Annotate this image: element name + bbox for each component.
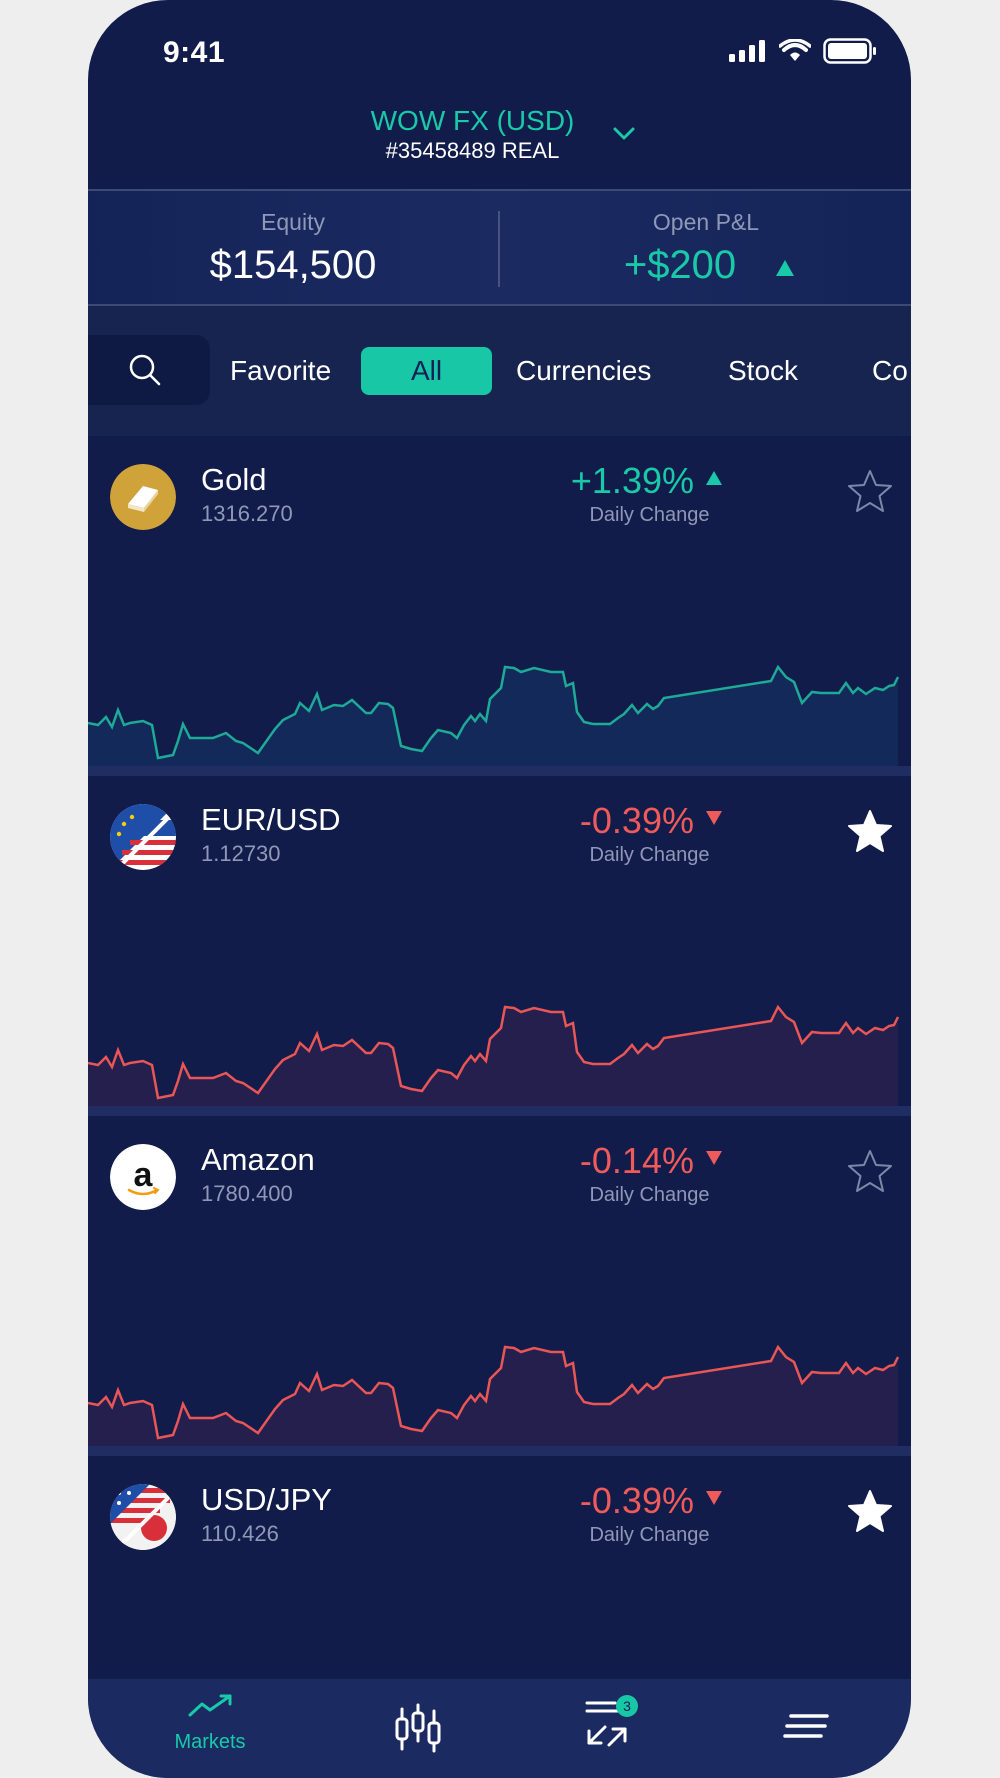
tab-currencies[interactable]: Currencies — [516, 355, 652, 386]
status-time: 9:41 — [163, 36, 226, 69]
tab-favorite[interactable]: Favorite — [230, 355, 332, 386]
nav-positions[interactable]: 3 — [578, 1679, 648, 1778]
asset-name: Amazon — [201, 1142, 315, 1177]
price-sparkline — [88, 1004, 900, 1106]
summary-divider — [498, 211, 500, 287]
triangle-down-icon — [706, 1151, 722, 1165]
nav-markets[interactable]: Markets — [160, 1679, 260, 1778]
search-icon — [129, 354, 161, 386]
card-separator — [88, 1106, 911, 1116]
gold-bar-icon — [110, 464, 176, 530]
daily-change-value: +1.39% — [570, 460, 694, 501]
tab-stock[interactable]: Stock — [728, 355, 799, 386]
account-id: #35458489 REAL — [385, 138, 560, 163]
asset-name: Gold — [201, 462, 267, 497]
market-card-gold[interactable]: Gold 1316.270 +1.39% Daily Change — [88, 436, 911, 766]
star-outline-icon[interactable] — [846, 1148, 894, 1196]
asset-price: 1780.400 — [201, 1181, 293, 1206]
battery-icon — [823, 38, 876, 64]
daily-change-value: -0.39% — [579, 1480, 694, 1521]
asset-name: EUR/USD — [201, 802, 341, 837]
filter-bar: Favorite All Currencies Stock Co — [88, 306, 911, 436]
asset-price: 110.426 — [201, 1521, 279, 1546]
market-card-usdjpy[interactable]: USD/JPY 110.426 -0.39% Daily Change — [88, 1456, 911, 1679]
tab-all[interactable]: All — [361, 347, 492, 395]
svg-text:a: a — [134, 1156, 154, 1194]
market-list: Gold 1316.270 +1.39% Daily Change — [88, 436, 911, 1679]
account-summary: Equity $154,500 Open P&L +$200 — [88, 189, 911, 306]
star-outline-icon[interactable] — [846, 468, 894, 516]
market-card-amazon[interactable]: a Amazon 1780.400 -0.14% Daily Change — [88, 1116, 911, 1446]
status-bar: 9:41 — [88, 0, 911, 95]
tab-commodities[interactable]: Co — [872, 355, 908, 386]
nav-charts[interactable] — [388, 1679, 448, 1778]
search-button[interactable] — [88, 335, 210, 405]
account-name: WOW FX (USD) — [370, 105, 575, 136]
daily-change-label: Daily Change — [589, 844, 710, 866]
usd-jpy-flag-icon — [110, 1484, 176, 1550]
asset-price: 1.12730 — [201, 841, 281, 866]
market-card-eurusd[interactable]: EUR/USD 1.12730 -0.39% Daily Change — [88, 776, 911, 1106]
daily-change-label: Daily Change — [589, 1524, 710, 1546]
phone-screen: 9:41 WOW FX (USD) #35458489 REAL — [88, 0, 911, 1778]
chevron-down-icon[interactable] — [609, 119, 639, 149]
bottom-nav: Markets 3 — [88, 1679, 911, 1778]
equity-label: Equity — [261, 209, 325, 235]
status-icons — [729, 36, 877, 66]
asset-price: 1316.270 — [201, 501, 293, 526]
daily-change-value: -0.14% — [579, 1140, 694, 1181]
signal-icon — [729, 40, 765, 62]
account-selector[interactable]: WOW FX (USD) #35458489 REAL — [88, 95, 911, 190]
equity-block: Equity $154,500 — [88, 191, 498, 304]
card-separator — [88, 766, 911, 776]
notification-badge: 3 — [616, 1695, 638, 1717]
triangle-up-icon — [706, 471, 722, 485]
equity-value: $154,500 — [209, 243, 377, 287]
pnl-block: Open P&L +$200 — [501, 191, 911, 304]
wifi-icon — [779, 39, 811, 61]
star-filled-icon[interactable] — [846, 808, 894, 856]
amazon-logo-icon: a — [110, 1144, 176, 1210]
triangle-down-icon — [706, 1491, 722, 1505]
price-sparkline — [88, 1636, 911, 1679]
triangle-up-icon — [776, 260, 794, 276]
trending-up-icon — [188, 1694, 232, 1717]
star-filled-icon[interactable] — [846, 1488, 894, 1536]
eur-usd-flag-icon — [110, 804, 176, 870]
triangle-down-icon — [706, 811, 722, 825]
price-sparkline — [88, 664, 900, 766]
pnl-value: +$200 — [623, 243, 737, 287]
pnl-label: Open P&L — [652, 209, 760, 235]
menu-icon — [783, 1714, 829, 1738]
daily-change-label: Daily Change — [589, 1184, 710, 1206]
daily-change-label: Daily Change — [589, 504, 710, 526]
daily-change-value: -0.39% — [579, 800, 694, 841]
candlestick-icon — [395, 1703, 441, 1753]
positions-icon — [585, 1701, 627, 1747]
nav-markets-label: Markets — [174, 1731, 246, 1753]
nav-menu[interactable] — [778, 1679, 838, 1778]
price-sparkline — [88, 1344, 900, 1446]
asset-name: USD/JPY — [201, 1482, 332, 1517]
card-separator — [88, 1446, 911, 1456]
